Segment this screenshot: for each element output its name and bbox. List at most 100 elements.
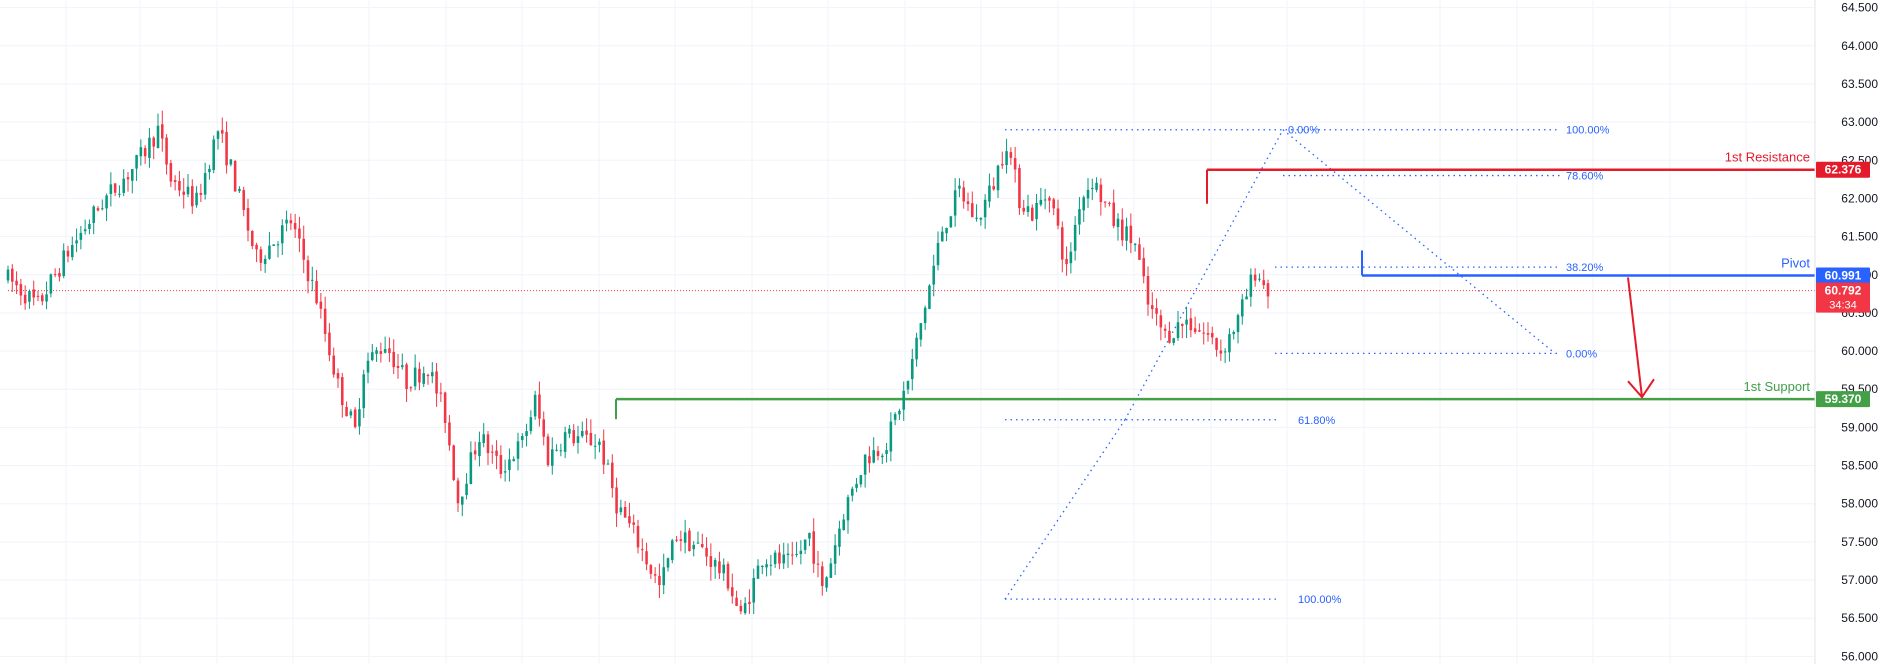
candle-body [988, 185, 991, 202]
candle-body [491, 451, 494, 453]
candle [1211, 326, 1214, 345]
candle [679, 530, 683, 552]
candle-body [298, 228, 301, 239]
candle [688, 528, 691, 552]
candle [975, 204, 978, 222]
candle-body [1043, 199, 1047, 201]
candle-body [932, 265, 935, 285]
candle [83, 219, 87, 235]
candle [1026, 194, 1030, 217]
candle [233, 159, 237, 192]
candle-body [1142, 258, 1145, 277]
candle-body [576, 436, 580, 443]
candle [92, 205, 95, 235]
candle-body [615, 487, 618, 514]
fib-up-label-618: 61.80% [1298, 415, 1336, 427]
candle [876, 446, 880, 461]
candle [75, 228, 78, 253]
candle [598, 438, 601, 453]
candle [765, 559, 768, 577]
fib-up-trendline [1124, 129, 1284, 421]
candle-body [979, 217, 983, 220]
candle-body [1022, 207, 1025, 212]
candle-body [1151, 305, 1154, 310]
candle-body [388, 348, 391, 354]
candle-body [649, 565, 653, 574]
fib-up-label-100: 100.00% [1298, 594, 1342, 606]
candle-body [906, 380, 910, 390]
candle-body [898, 410, 901, 415]
candle [358, 397, 361, 435]
candle [623, 500, 627, 518]
fibonacci-retracements[interactable]: 100.00% 61.80% 0.00% 100.00% 78.60% 38.20% 0.0… [1004, 125, 1610, 606]
candle [911, 348, 914, 391]
candle-body [41, 295, 44, 302]
candle-body [53, 274, 57, 276]
candle [542, 411, 545, 446]
candle-body [1129, 225, 1133, 244]
candle [448, 414, 451, 451]
candle-body [1223, 351, 1227, 353]
candle [902, 381, 905, 421]
candle [289, 213, 293, 231]
candle-body [135, 155, 138, 169]
candle-body [945, 227, 948, 234]
candle-body [851, 488, 854, 496]
candle [156, 113, 160, 149]
candle [1031, 204, 1034, 222]
projection-arrow[interactable] [1627, 277, 1655, 399]
candle [645, 542, 648, 571]
price-axis[interactable]: 56.000 56.500 57.000 57.500 58.000 58.500 59.0… [1814, 0, 1890, 664]
candle-body [495, 450, 498, 456]
key-levels[interactable]: 1st Resistance Pivot 1st Support [8, 150, 1815, 420]
candle [803, 539, 807, 555]
candle-body [473, 450, 477, 455]
candle-body [11, 268, 14, 282]
candle [311, 266, 314, 292]
candle [1091, 178, 1094, 201]
candle [362, 369, 365, 418]
candle [302, 225, 305, 274]
candle [328, 323, 331, 362]
candle-body [606, 463, 610, 465]
candle [49, 273, 53, 298]
candle-body [143, 148, 147, 157]
candle-body [469, 452, 473, 485]
candle [1266, 279, 1270, 309]
candle-body [1258, 278, 1261, 280]
candle [23, 285, 27, 310]
candle-body [1112, 202, 1115, 227]
candle [1198, 323, 1201, 333]
candle-body [92, 206, 95, 223]
candle [208, 164, 211, 180]
candle-body [186, 186, 190, 195]
candle-body [88, 224, 91, 229]
candle-body [739, 605, 743, 612]
candle-body [105, 195, 108, 209]
candle-body [611, 462, 614, 489]
candle [949, 216, 953, 228]
candle-body [846, 497, 850, 521]
candle [1022, 199, 1025, 215]
candle [401, 353, 404, 370]
candle-body [889, 421, 893, 452]
candle [945, 227, 948, 242]
candle-body [551, 449, 554, 466]
candle-body [1095, 182, 1098, 190]
candle [1146, 266, 1150, 316]
candle [66, 245, 70, 263]
candle-body [161, 124, 164, 139]
candle-body [396, 365, 400, 368]
candle [131, 169, 134, 194]
candle [383, 336, 387, 354]
candle-body [821, 566, 824, 587]
candle [1258, 273, 1261, 282]
candle [32, 280, 35, 306]
candle-body [118, 193, 121, 195]
candle-body [1163, 328, 1167, 331]
candle-body [341, 377, 344, 406]
candle [392, 339, 395, 375]
candle [143, 145, 147, 165]
